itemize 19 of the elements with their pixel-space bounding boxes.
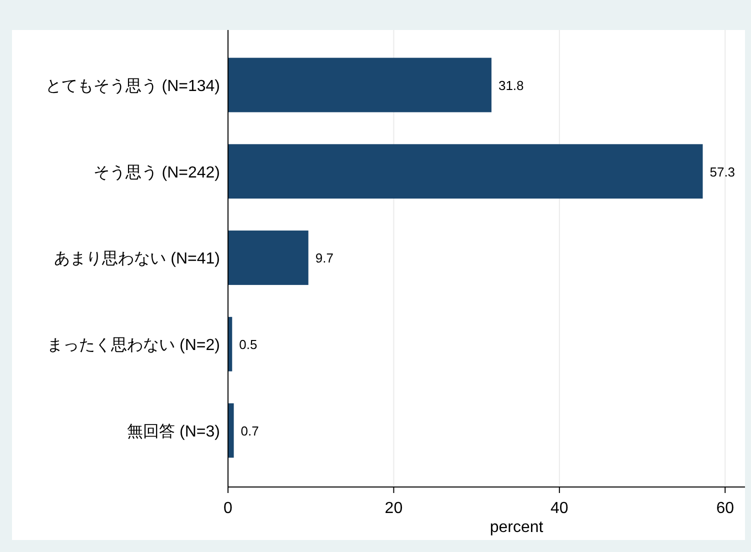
x-tick-label: 20 xyxy=(384,500,403,517)
x-tick-label: 40 xyxy=(550,500,568,517)
bar xyxy=(228,403,234,458)
bar xyxy=(228,144,703,199)
data-label: 57.3 xyxy=(710,164,736,180)
data-label: 0.7 xyxy=(240,423,259,438)
data-label: 31.8 xyxy=(498,78,524,93)
bar xyxy=(228,230,308,285)
data-label: 0.5 xyxy=(239,337,258,352)
data-label: 9.7 xyxy=(315,250,334,266)
y-tick-label: まったく思わない (N=2) xyxy=(47,337,220,354)
y-tick-label: そう思う (N=242) xyxy=(93,164,220,182)
y-tick-label: 無回答 (N=3) xyxy=(127,423,220,440)
x-axis-title: percent xyxy=(490,519,544,536)
bar xyxy=(228,58,492,112)
y-tick-label: とてもそう思う (N=134) xyxy=(45,78,220,95)
x-tick-label: 60 xyxy=(716,500,734,517)
y-tick-label: あまり思わない (N=41) xyxy=(54,250,220,268)
x-tick-label: 0 xyxy=(224,500,233,517)
